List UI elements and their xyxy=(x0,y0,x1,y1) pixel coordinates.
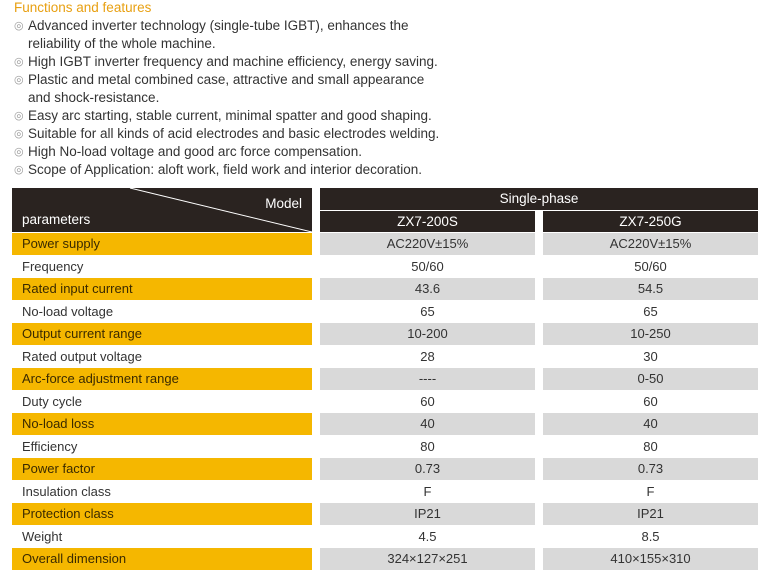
param-label: Output current range xyxy=(12,322,312,345)
diagonal-line-icon xyxy=(129,188,312,232)
table-row: Frequency 50/60 50/60 xyxy=(12,254,759,277)
param-value: 60 xyxy=(543,389,759,412)
header-parameters-label: parameters xyxy=(22,212,91,227)
feature-text: High IGBT inverter frequency and machine… xyxy=(28,54,438,69)
feature-text: Advanced inverter technology (single-tub… xyxy=(28,18,409,33)
header-model-label: Model xyxy=(265,196,302,211)
param-label: Power factor xyxy=(12,457,312,480)
feature-text: Suitable for all kinds of acid electrode… xyxy=(28,126,440,141)
param-value: IP21 xyxy=(320,502,535,525)
feature-text: Easy arc starting, stable current, minim… xyxy=(28,108,432,123)
bullet-icon: ◎ xyxy=(14,128,24,140)
param-value: 324×127×251 xyxy=(320,547,535,570)
table-row: Duty cycle 60 60 xyxy=(12,389,759,412)
table-row: Overall dimension 324×127×251 410×155×31… xyxy=(12,547,759,570)
feature-text: Scope of Application: aloft work, field … xyxy=(28,162,422,177)
feature-item: ◎ High No-load voltage and good arc force… xyxy=(14,143,534,161)
param-label: Insulation class xyxy=(12,479,312,502)
param-value: 40 xyxy=(543,412,759,435)
bullet-icon: ◎ xyxy=(14,56,24,68)
param-label: Power supply xyxy=(12,232,312,255)
param-value: ---- xyxy=(320,367,535,390)
param-value: 50/60 xyxy=(543,254,759,277)
param-label: Rated input current xyxy=(12,277,312,300)
param-value: 60 xyxy=(320,389,535,412)
param-label: Overall dimension xyxy=(12,547,312,570)
table-row: Rated output voltage 28 30 xyxy=(12,344,759,367)
feature-item: ◎ Advanced inverter technology (single-tu… xyxy=(14,17,534,53)
table-row: Weight 4.5 8.5 xyxy=(12,524,759,547)
table-row: Protection class IP21 IP21 xyxy=(12,502,759,525)
param-label: Duty cycle xyxy=(12,389,312,412)
param-value: 10-200 xyxy=(320,322,535,345)
header-diagonal-cell: Model parameters xyxy=(12,188,312,232)
feature-text-cont: and shock-resistance. xyxy=(28,90,160,105)
param-label: Frequency xyxy=(12,254,312,277)
param-label: No-load voltage xyxy=(12,299,312,322)
table-row: Power factor 0.73 0.73 xyxy=(12,457,759,480)
param-value: AC220V±15% xyxy=(543,232,759,255)
param-label: Efficiency xyxy=(12,434,312,457)
header-row-group: Model parameters Single-phase xyxy=(12,188,759,232)
table-row: No-load loss 40 40 xyxy=(12,412,759,435)
param-value: 28 xyxy=(320,344,535,367)
param-value: 30 xyxy=(543,344,759,367)
table-row: Efficiency 80 80 xyxy=(12,434,759,457)
feature-text-cont: reliability of the whole machine. xyxy=(28,36,216,51)
param-value: 80 xyxy=(543,434,759,457)
model-name: ZX7-200S xyxy=(320,209,535,232)
bullet-icon: ◎ xyxy=(14,164,24,176)
model-name: ZX7-250G xyxy=(543,209,759,232)
param-value: AC220V±15% xyxy=(320,232,535,255)
param-value: 410×155×310 xyxy=(543,547,759,570)
table-row: Arc-force adjustment range ---- 0-50 xyxy=(12,367,759,390)
param-value: 0.73 xyxy=(543,457,759,480)
features-list: ◎ Advanced inverter technology (single-tu… xyxy=(14,17,534,179)
param-value: 80 xyxy=(320,434,535,457)
bullet-icon: ◎ xyxy=(14,20,24,32)
table-row: Insulation class F F xyxy=(12,479,759,502)
feature-item: ◎ Plastic and metal combined case, attrac… xyxy=(14,71,534,107)
table-row: Output current range 10-200 10-250 xyxy=(12,322,759,345)
param-label: Protection class xyxy=(12,502,312,525)
table-row: Power supply AC220V±15% AC220V±15% xyxy=(12,232,759,255)
param-value: F xyxy=(543,479,759,502)
param-value: 0-50 xyxy=(543,367,759,390)
param-value: 50/60 xyxy=(320,254,535,277)
param-label: Arc-force adjustment range xyxy=(12,367,312,390)
bullet-icon: ◎ xyxy=(14,74,24,86)
param-value: 0.73 xyxy=(320,457,535,480)
feature-item: ◎ High IGBT inverter frequency and machin… xyxy=(14,53,534,71)
param-value: F xyxy=(320,479,535,502)
feature-item: ◎ Easy arc starting, stable current, mini… xyxy=(14,107,534,125)
param-value: IP21 xyxy=(543,502,759,525)
feature-item: ◎ Suitable for all kinds of acid electrod… xyxy=(14,125,534,143)
feature-item: ◎ Scope of Application: aloft work, field… xyxy=(14,161,534,179)
param-label: Weight xyxy=(12,524,312,547)
feature-text: High No-load voltage and good arc force … xyxy=(28,144,362,159)
param-value: 43.6 xyxy=(320,277,535,300)
bullet-icon: ◎ xyxy=(14,110,24,122)
param-value: 40 xyxy=(320,412,535,435)
param-value: 8.5 xyxy=(543,524,759,547)
table-row: Rated input current 43.6 54.5 xyxy=(12,277,759,300)
param-value: 65 xyxy=(320,299,535,322)
header-single-phase: Single-phase xyxy=(320,188,759,210)
param-value: 54.5 xyxy=(543,277,759,300)
spec-table: Model parameters Single-phase ZX7-200S Z… xyxy=(12,188,759,570)
param-value: 10-250 xyxy=(543,322,759,345)
param-value: 4.5 xyxy=(320,524,535,547)
param-value: 65 xyxy=(543,299,759,322)
table-row: No-load voltage 65 65 xyxy=(12,299,759,322)
param-label: Rated output voltage xyxy=(12,344,312,367)
bullet-icon: ◎ xyxy=(14,146,24,158)
feature-text: Plastic and metal combined case, attract… xyxy=(28,72,425,87)
header-row-models: ZX7-200S ZX7-250G xyxy=(12,209,759,232)
section-title: Functions and features xyxy=(14,0,152,15)
param-label: No-load loss xyxy=(12,412,312,435)
